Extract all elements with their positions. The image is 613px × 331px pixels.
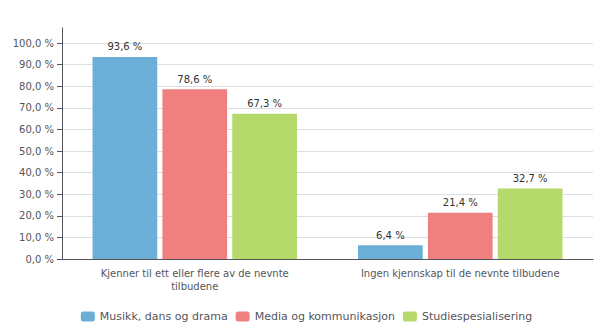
svg-text:10,0 %: 10,0 % [19,232,54,243]
svg-text:93,6 %: 93,6 % [107,41,142,52]
svg-text:67,3 %: 67,3 % [247,98,282,109]
svg-text:21,4 %: 21,4 % [443,197,478,208]
svg-text:80,0 %: 80,0 % [19,81,54,92]
svg-text:32,7 %: 32,7 % [513,173,548,184]
svg-text:0,0 %: 0,0 % [25,254,54,265]
svg-text:Musikk, dans og drama: Musikk, dans og drama [100,310,228,323]
svg-text:Media og kommunikasjon: Media og kommunikasjon [255,310,395,323]
svg-text:100,0 %: 100,0 % [13,38,54,49]
svg-text:tilbudene: tilbudene [171,281,218,292]
svg-text:90,0 %: 90,0 % [19,59,54,70]
svg-text:Studiespesialisering: Studiespesialisering [422,310,532,323]
svg-text:Kjenner til ett eller flere av: Kjenner til ett eller flere av de nevnte [101,268,289,279]
svg-text:Ingen kjennskap til de nevnte: Ingen kjennskap til de nevnte tilbudene [361,268,560,279]
svg-text:60,0 %: 60,0 % [19,124,54,135]
svg-text:30,0 %: 30,0 % [19,189,54,200]
svg-text:40,0 %: 40,0 % [19,167,54,178]
svg-text:20,0 %: 20,0 % [19,210,54,221]
svg-text:50,0 %: 50,0 % [19,146,54,157]
svg-text:78,6 %: 78,6 % [177,74,212,85]
svg-text:6,4 %: 6,4 % [376,230,405,241]
svg-text:70,0 %: 70,0 % [19,102,54,113]
